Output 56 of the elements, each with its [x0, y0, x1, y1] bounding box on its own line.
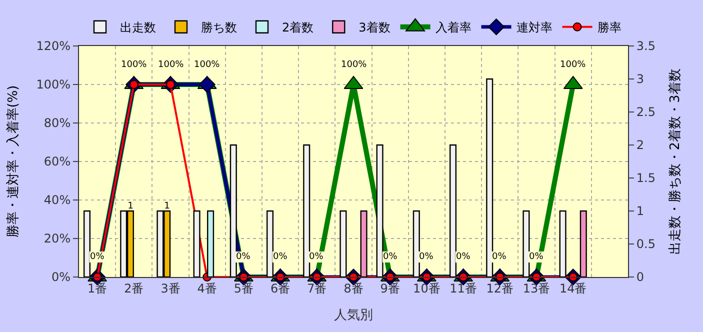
data-label: 0% [383, 252, 398, 262]
x-axis-title: 人気別 [334, 308, 373, 323]
x-tick-label: 6番 [270, 281, 290, 296]
x-tick-label: 1番 [87, 281, 108, 296]
y-tick-label: 0% [52, 270, 71, 284]
y-tick-label: 60% [44, 154, 71, 169]
data-label: 0% [529, 252, 544, 262]
x-tick-label: 5番 [234, 281, 254, 296]
y2-tick-label: 0 [636, 270, 644, 284]
legend-label: 入着率 [435, 20, 472, 35]
data-label: 0% [456, 252, 471, 262]
x-tick-label: 9番 [380, 281, 400, 296]
x-tick-label: 11番 [450, 281, 477, 296]
legend-label: 勝ち数 [201, 20, 237, 35]
x-tick-label: 13番 [522, 281, 550, 296]
legend-label: 出走数 [120, 20, 156, 35]
data-label: 1 [164, 200, 170, 212]
legend-label: 勝率 [597, 20, 622, 35]
x-tick-label: 2番 [124, 281, 144, 296]
x-tick-label: 7番 [307, 281, 327, 296]
data-label: 100% [194, 60, 220, 70]
legend-label: 2着数 [282, 20, 314, 35]
data-label: 0% [309, 252, 324, 262]
y2-tick-label: 3.5 [636, 39, 656, 54]
legend-label: 連対率 [516, 20, 552, 35]
x-tick-label: 4番 [197, 281, 217, 296]
y2-tick-label: 2 [636, 138, 644, 152]
y2-tick-label: 3 [636, 72, 644, 86]
data-label: 100% [158, 60, 184, 70]
x-tick-label: 8番 [344, 281, 364, 296]
data-label: 100% [560, 60, 586, 70]
data-label: 0% [419, 252, 434, 262]
y2-axis-title: 出走数・勝ち数・2着数・3着数 [667, 68, 684, 254]
data-label: 0% [90, 252, 105, 262]
y-tick-label: 100% [36, 78, 71, 92]
x-tick-label: 3番 [160, 281, 180, 296]
legend-label: 3着数 [358, 20, 390, 35]
y2-tick-label: 1.5 [636, 171, 656, 186]
y2-tick-label: 2.5 [636, 105, 656, 120]
y2-tick-label: 1 [636, 204, 644, 218]
data-label: 100% [121, 60, 148, 70]
bar [193, 210, 200, 277]
x-tick-label: 12番 [486, 281, 514, 296]
data-label: 0% [236, 252, 251, 262]
x-tick-label: 10番 [413, 281, 440, 296]
y-tick-label: 80% [44, 116, 71, 130]
y-tick-label: 40% [44, 193, 71, 208]
y2-tick-label: 0.5 [636, 237, 656, 252]
data-label: 0% [273, 252, 288, 262]
y-axis-title: 勝率・連対率・入着率(%) [5, 85, 22, 238]
data-label: 0% [492, 252, 507, 262]
y-tick-label: 20% [44, 232, 71, 246]
y-tick-label: 120% [36, 39, 71, 54]
x-tick-label: 14番 [559, 281, 587, 296]
data-label: 1 [128, 200, 134, 212]
data-label: 100% [341, 60, 368, 70]
